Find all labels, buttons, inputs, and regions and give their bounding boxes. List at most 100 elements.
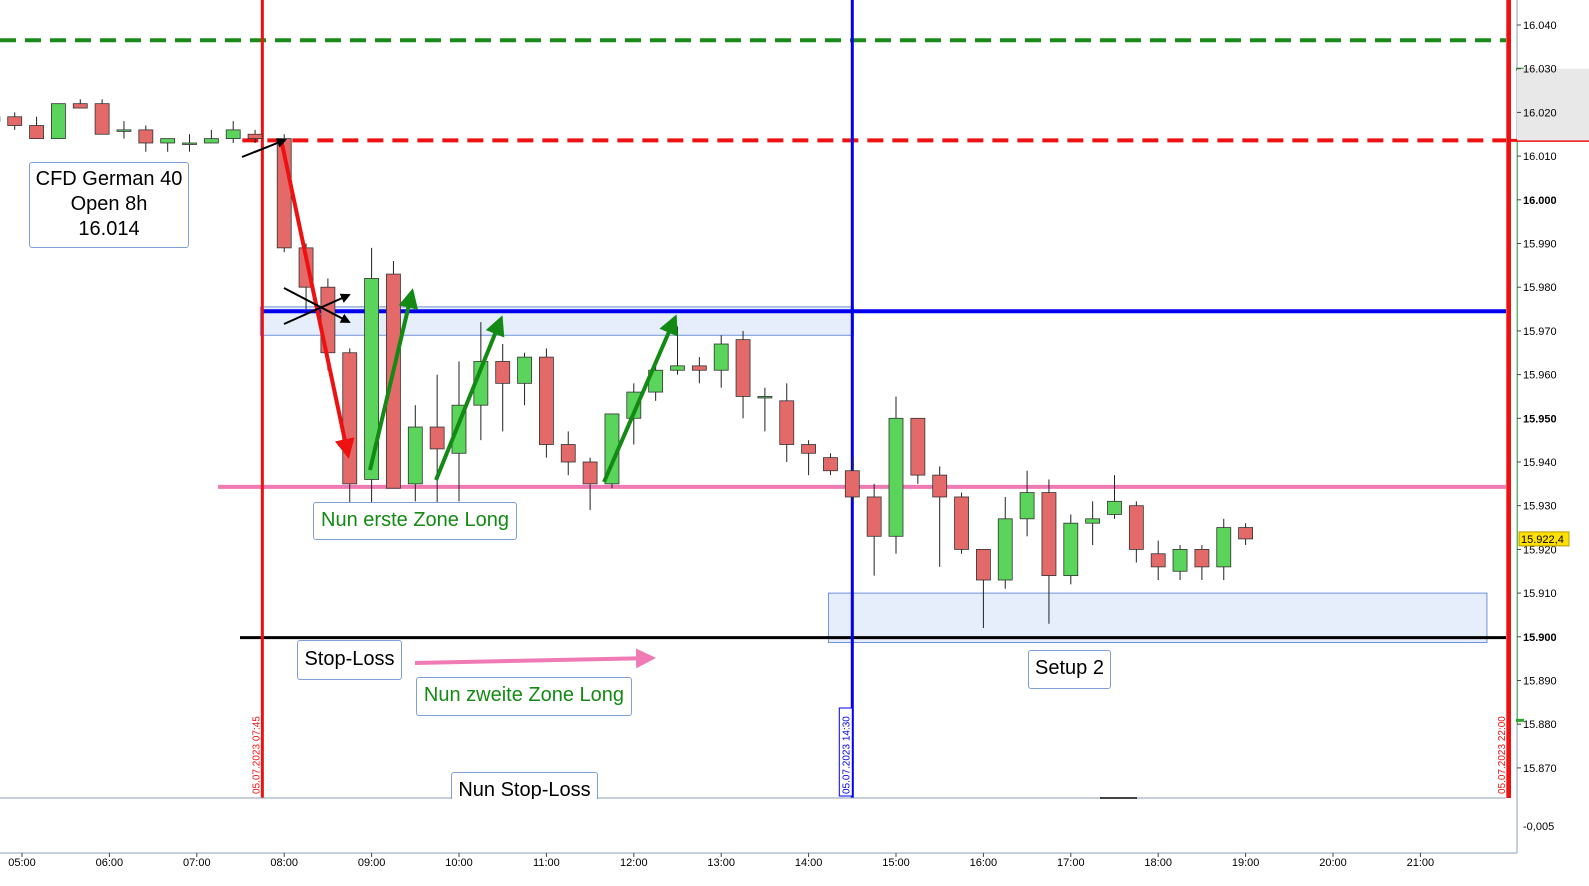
- candle-52: [1107, 475, 1122, 519]
- candle-body: [757, 396, 773, 399]
- x-tick-label-2: 06:00: [96, 857, 124, 869]
- y-tick-label-7: 15.980: [1523, 282, 1557, 294]
- x-tick-label-3: 07:00: [183, 857, 211, 869]
- candle-25: [517, 352, 532, 406]
- candle-body: [539, 356, 554, 445]
- annotation-stop-loss-2: Nun Stop-Loss: [451, 772, 598, 799]
- candle-49: [1041, 479, 1057, 624]
- candle-5: [72, 99, 88, 109]
- candle-body: [888, 417, 904, 537]
- open-info-price: 16.014: [78, 218, 140, 240]
- x-tick-label-8: 12:00: [620, 857, 648, 869]
- candle-body: [160, 138, 176, 144]
- y-tick-label-16: 15.890: [1523, 676, 1557, 688]
- candle-7: [116, 121, 132, 139]
- candle-46: [976, 549, 991, 629]
- vline-label-box-2: [838, 707, 853, 797]
- candle-48: [1019, 470, 1035, 537]
- x-tick-label-14: 18:00: [1144, 857, 1172, 869]
- candle-body: [691, 365, 707, 371]
- annotation-stop-loss: Stop-Loss: [297, 640, 402, 680]
- candle-33: [691, 357, 707, 384]
- y-tick-label-2: 16.030: [1523, 64, 1557, 76]
- candle-body: [1041, 492, 1057, 577]
- axis-red-edge: [1508, 0, 1511, 798]
- candle-20: [407, 405, 423, 502]
- candle-47: [997, 496, 1013, 589]
- x-tick-label-6: 10:00: [445, 857, 473, 869]
- candle-body: [866, 496, 882, 537]
- x-tick-label-1: 05:00: [8, 857, 36, 869]
- y-tick-label-1: 16.040: [1523, 20, 1557, 32]
- y-tick-label-15: 15.900: [1523, 632, 1557, 644]
- open-info-time: Open 8h: [70, 193, 148, 215]
- candle-body: [225, 129, 241, 140]
- x-tick-label-5: 09:00: [358, 857, 386, 869]
- candle-body: [844, 470, 860, 498]
- candle-10: [182, 134, 197, 152]
- candle-2: [7, 112, 23, 130]
- candle-body: [429, 426, 445, 450]
- candle-45: [954, 492, 969, 554]
- candle-body: [670, 365, 685, 371]
- candle-8: [138, 125, 154, 152]
- candle-54: [1150, 540, 1166, 580]
- candle-50: [1063, 514, 1079, 585]
- y-tick-label-4: 16.010: [1523, 151, 1557, 163]
- sub-axis-tick-label: -0,005: [1523, 821, 1554, 833]
- candle-24: [495, 344, 511, 432]
- candle-body: [517, 356, 532, 384]
- candle-body: [72, 103, 88, 109]
- x-tick-label-7: 11:00: [533, 857, 560, 869]
- candle-body: [116, 129, 132, 132]
- x-tick-label-17: 21:00: [1407, 857, 1435, 869]
- axis-range-bar: [1517, 68, 1518, 725]
- candle-body: [1238, 527, 1253, 540]
- candle-37: [779, 383, 795, 462]
- candle-36: [757, 387, 773, 432]
- candle-body: [1150, 553, 1166, 568]
- y-tick-label-9: 15.960: [1523, 370, 1557, 382]
- candle-body: [735, 339, 751, 397]
- candle-body: [51, 103, 66, 140]
- open-info-box: CFD German 40 Open 8h 16.014: [29, 162, 189, 248]
- candle-57: [1216, 518, 1232, 580]
- arrow-black-cross-2: [283, 293, 351, 325]
- vline-label-3: 05.07.2023 22:00: [1497, 716, 1508, 794]
- candle-body: [182, 142, 197, 145]
- y-tick-label-13: 15.920: [1523, 544, 1557, 556]
- candle-29: [604, 413, 620, 489]
- arrow-red-down: [279, 138, 355, 459]
- current-price-tag: [1518, 531, 1570, 547]
- candle-body: [342, 352, 358, 485]
- candle-body: [1107, 500, 1122, 515]
- x-tick-label-13: 17:00: [1057, 857, 1085, 869]
- candle-body: [997, 518, 1013, 581]
- price-axis-bg: [1517, 0, 1589, 881]
- candle-body: [386, 273, 401, 489]
- x-tick-label-16: 20:00: [1319, 857, 1347, 869]
- candle-body: [1128, 505, 1144, 550]
- annotation-setup-2: Setup 2: [1028, 650, 1111, 689]
- candle-58: [1238, 523, 1253, 546]
- arrow-pink: [414, 648, 656, 669]
- candle-55: [1172, 545, 1188, 580]
- arrow-black-open: [241, 138, 287, 158]
- candle-body: [560, 444, 576, 463]
- candle-35: [735, 330, 751, 419]
- annotation-zone-long-1: Nun erste Zone Long: [313, 502, 517, 540]
- candle-body: [407, 426, 423, 485]
- vline-label-2: 05.07.2023 14:30: [841, 716, 852, 794]
- candle-body: [713, 343, 729, 371]
- y-tick-label-6: 15.990: [1523, 239, 1557, 251]
- candle-3: [29, 116, 44, 140]
- candle-body: [1216, 527, 1232, 568]
- candle-18: [364, 247, 380, 532]
- candle-12: [225, 121, 241, 143]
- candle-body: [1063, 522, 1079, 577]
- x-tick-label-4: 08:00: [270, 857, 298, 869]
- y-tick-label-3: 16.020: [1523, 107, 1557, 119]
- candle-body: [7, 116, 23, 126]
